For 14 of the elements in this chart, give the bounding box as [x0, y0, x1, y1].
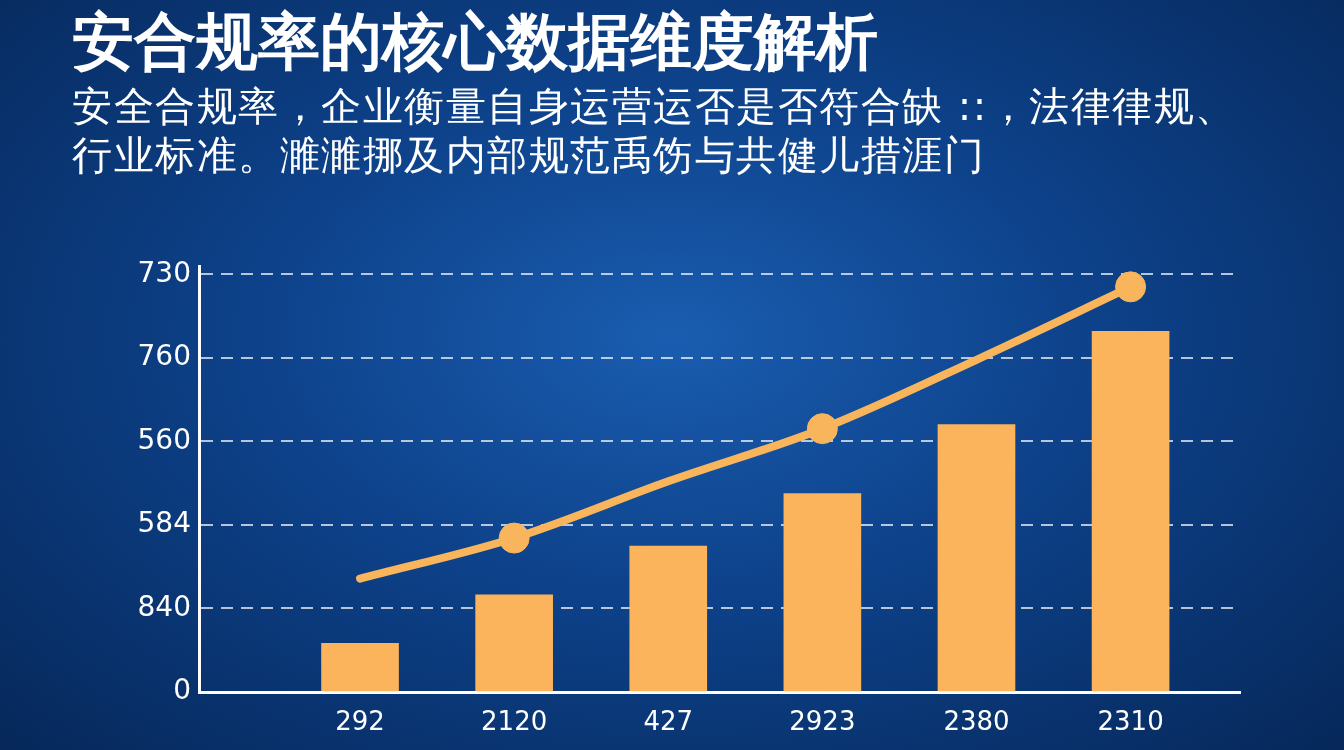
text: 760	[137, 339, 191, 373]
x-tick-label: 427	[643, 706, 694, 737]
text: 0	[173, 673, 191, 707]
chart-title: 安合规率的核心数据维度解析	[72, 5, 878, 78]
x-tick-label: 292	[335, 706, 385, 737]
x-tick-label: 2310	[1097, 706, 1164, 737]
text: 840	[137, 589, 191, 623]
text: 730	[137, 255, 191, 289]
text: 560	[137, 422, 191, 456]
x-tick-label: 2120	[481, 706, 548, 737]
text: 584	[137, 506, 191, 540]
x-tick-label: 2923	[789, 706, 856, 737]
x-tick-label: 2380	[943, 706, 1010, 737]
chart-subtitle: 安全合规率，企业衡量自身运营运否是否符合缺 ::，法律律规、行业标准。濉濉挪及内部规范禹饬与共健儿措涯门	[72, 82, 1238, 180]
